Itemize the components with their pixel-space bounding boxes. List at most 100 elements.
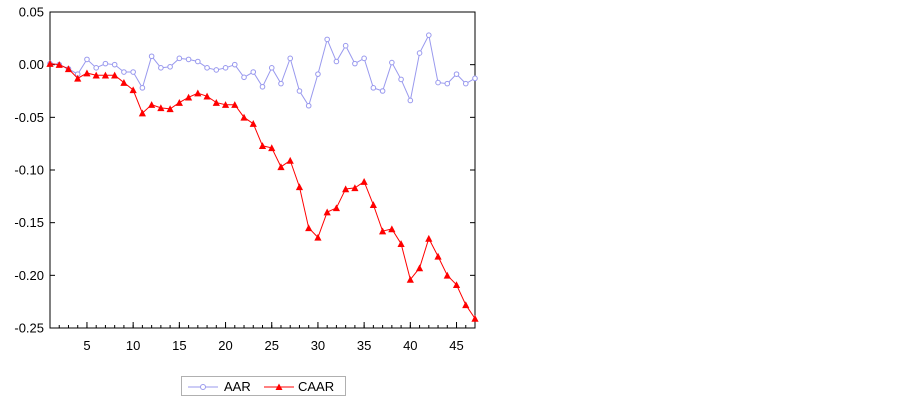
caar-point xyxy=(157,104,165,112)
caar-point xyxy=(397,240,405,247)
aar-point xyxy=(416,50,423,56)
caar-point xyxy=(268,144,276,152)
x-tick-label: 35 xyxy=(357,338,371,353)
aar-point xyxy=(278,80,284,87)
aar-point xyxy=(167,63,173,70)
caar-point xyxy=(148,101,156,108)
aar-point xyxy=(472,75,478,82)
caar-point xyxy=(379,227,387,235)
caar-point xyxy=(332,204,341,212)
caar-point xyxy=(295,183,304,191)
aar-legend-swatch xyxy=(188,384,218,390)
aar-point xyxy=(389,59,395,66)
y-tick-label: 0.05 xyxy=(19,5,44,20)
caar-point xyxy=(277,163,285,171)
caar-point xyxy=(314,233,322,241)
aar-point xyxy=(176,55,183,62)
caar-point xyxy=(231,101,239,108)
caar-point xyxy=(175,98,183,106)
caar-point xyxy=(83,69,91,77)
y-tick-label: -0.20 xyxy=(14,268,44,283)
caar-point xyxy=(184,93,193,101)
legend-item-caar: CAAR xyxy=(264,379,344,395)
aar-point xyxy=(250,69,257,75)
aar-point xyxy=(398,76,404,83)
aar-point xyxy=(93,65,99,71)
series-caar xyxy=(46,60,479,322)
aar-point xyxy=(444,80,451,87)
x-tick-label: 20 xyxy=(218,338,232,353)
caar-point xyxy=(240,113,248,121)
y-tick-label: -0.25 xyxy=(14,321,44,336)
aar-point xyxy=(407,97,414,104)
caar-point xyxy=(369,201,377,208)
caar-point xyxy=(166,105,174,113)
aar-point xyxy=(259,83,266,90)
x-tick-label: 10 xyxy=(126,338,140,353)
series-layer xyxy=(46,32,479,322)
legend-label-aar: AAR xyxy=(224,379,251,394)
caar-point xyxy=(342,185,350,193)
aar-point xyxy=(370,85,377,91)
aar-point xyxy=(462,80,469,87)
aar-point xyxy=(296,88,303,94)
aar-point xyxy=(379,88,386,94)
aar-point xyxy=(102,60,109,67)
legend: AAR CAAR xyxy=(181,376,346,396)
legend-item-aar: AAR xyxy=(188,379,258,395)
aar-point xyxy=(435,79,441,86)
aar-point xyxy=(342,42,349,49)
aar-point xyxy=(315,71,321,77)
aar-point xyxy=(305,102,312,109)
caar-point xyxy=(360,177,368,185)
caar-point xyxy=(286,156,294,164)
series-aar xyxy=(47,32,478,109)
caar-point xyxy=(120,78,128,86)
aar-point xyxy=(324,36,330,43)
caar-point xyxy=(434,252,442,260)
aar-point xyxy=(426,32,432,38)
caar-point xyxy=(323,208,331,216)
legend-label-caar: CAAR xyxy=(298,379,335,394)
aar-point xyxy=(111,61,118,68)
caar-point xyxy=(443,271,451,279)
caar-point xyxy=(55,61,63,68)
axes: 0.05 0.00 -0.05 -0.10 -0.15 -0.20 -0.25 5 10 15 20… xyxy=(14,5,476,353)
caar-point xyxy=(249,120,257,127)
aar-point xyxy=(333,58,340,65)
caar-point xyxy=(138,109,146,117)
x-tick-label: 45 xyxy=(449,338,463,353)
caar-point xyxy=(221,101,230,108)
aar-point xyxy=(121,69,127,75)
caar-point xyxy=(212,98,220,106)
aar-point xyxy=(213,67,220,73)
y-tick-label: -0.15 xyxy=(14,215,44,230)
caar-point xyxy=(74,74,82,82)
caar-point xyxy=(471,314,479,322)
y-tick-label: -0.05 xyxy=(14,110,44,125)
caar-point xyxy=(425,234,433,242)
aar-point xyxy=(139,85,146,91)
caar-point xyxy=(452,281,461,289)
caar-point xyxy=(462,301,470,309)
x-tick-label: 25 xyxy=(265,338,279,353)
aar-point xyxy=(130,69,136,75)
aar-point xyxy=(84,56,90,63)
aar-line xyxy=(49,33,476,107)
caar-point xyxy=(351,184,359,192)
aar-point xyxy=(453,71,460,77)
x-tick-label: 15 xyxy=(172,338,186,353)
caar-point xyxy=(111,71,119,79)
caar-point xyxy=(203,92,211,100)
caar-point xyxy=(406,275,414,283)
aar-point xyxy=(148,53,155,60)
caar-point xyxy=(64,65,73,73)
x-tick-label: 40 xyxy=(403,338,417,353)
caar-point xyxy=(92,71,100,79)
caar-point xyxy=(388,225,396,233)
caar-point xyxy=(305,224,313,232)
caar-legend-swatch xyxy=(264,383,294,390)
caar-point xyxy=(129,86,137,94)
aar-point xyxy=(185,56,192,63)
